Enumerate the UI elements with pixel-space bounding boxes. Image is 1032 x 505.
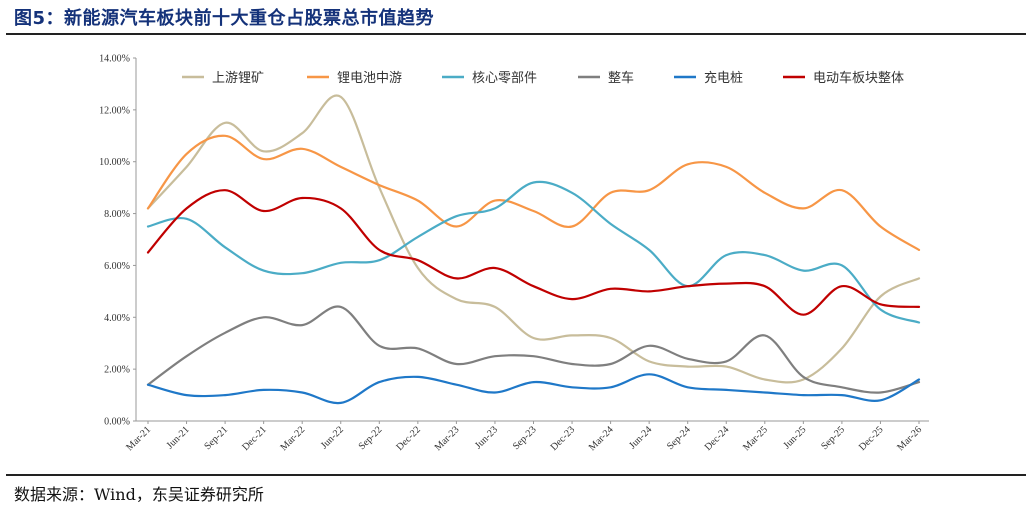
line-chart: 0.00% 2.00% 4.00% 6.00% 8.00% 10.00% 12.00% 14.… — [99, 54, 929, 453]
y-tick-label: 10.00% — [99, 157, 130, 168]
x-tick-label: Jun-24 — [627, 424, 654, 451]
figure-title: 图5：新能源汽车板块前十大重仓占股票总市值趋势 — [14, 8, 435, 29]
legend-label: 核心零部件 — [472, 71, 537, 86]
series-lines — [146, 94, 921, 405]
series-line — [146, 94, 921, 384]
y-tick-label: 2.00% — [104, 365, 130, 376]
series-2 — [146, 134, 921, 251]
x-tick-label: Sep-24 — [665, 424, 693, 452]
y-tick-label: 14.00% — [99, 54, 130, 65]
y-tick-label: 6.00% — [104, 261, 130, 272]
series-line — [146, 134, 921, 251]
x-tick-label: Sep-21 — [202, 424, 230, 452]
legend-item: 充电桩 — [674, 70, 743, 86]
x-tick-label: Sep-25 — [819, 424, 847, 452]
legend-label: 整车 — [608, 70, 634, 86]
x-tick-label: Mar-24 — [587, 424, 616, 453]
x-tick-label: Dec-23 — [549, 424, 578, 453]
x-tick-label: Mar-26 — [895, 424, 924, 453]
x-tick-label: Mar-21 — [124, 424, 153, 453]
x-tick-label: Jun-23 — [473, 424, 500, 451]
series-line — [146, 180, 921, 324]
y-tick-label: 4.00% — [104, 313, 130, 324]
source-note: 数据来源：Wind，东吴证券研究所 — [14, 485, 264, 504]
x-tick-labels: Mar-21 Jun-21 Sep-21 Dec-21 Mar-22 Jun-22 Sep-… — [124, 424, 924, 453]
bottom-rule — [6, 474, 1026, 476]
x-tick-label: Dec-22 — [394, 424, 423, 453]
series-6 — [146, 189, 921, 316]
series-1 — [146, 94, 921, 384]
y-tick-labels: 0.00% 2.00% 4.00% 6.00% 8.00% 10.00% 12.00% 14.… — [99, 54, 130, 428]
x-tick-label: Jun-21 — [165, 424, 192, 451]
legend-label: 充电桩 — [704, 70, 743, 86]
x-tick-label: Dec-24 — [703, 424, 732, 453]
x-tick-label: Mar-25 — [741, 424, 770, 453]
chart-axes — [133, 57, 929, 424]
legend-label: 电动车板块整体 — [813, 70, 904, 86]
legend-item: 整车 — [578, 70, 634, 86]
top-rule — [6, 33, 1026, 35]
series-5 — [146, 373, 921, 405]
x-tick-label: Mar-22 — [278, 424, 307, 453]
x-tick-label: Dec-21 — [240, 424, 269, 453]
chart-legend: 上游锂矿 锂电池中游 核心零部件 整车 充电桩 电动车板块整体 — [182, 70, 904, 86]
legend-label: 上游锂矿 — [212, 71, 264, 86]
y-tick-label: 0.00% — [104, 417, 130, 428]
legend-item: 核心零部件 — [442, 71, 537, 86]
x-tick-label: Jun-25 — [781, 424, 808, 451]
y-tick-label: 8.00% — [104, 209, 130, 220]
y-tick-label: 12.00% — [99, 105, 130, 116]
legend-item: 电动车板块整体 — [783, 70, 904, 86]
legend-item: 上游锂矿 — [182, 71, 264, 86]
legend-item: 锂电池中游 — [307, 71, 402, 86]
x-tick-label: Sep-23 — [511, 424, 539, 452]
x-tick-label: Mar-23 — [433, 424, 462, 453]
x-tick-label: Jun-22 — [319, 424, 346, 451]
legend-label: 锂电池中游 — [337, 71, 402, 86]
series-3 — [146, 180, 921, 324]
x-tick-label: Sep-22 — [357, 424, 385, 452]
x-tick-label: Dec-25 — [857, 424, 886, 453]
